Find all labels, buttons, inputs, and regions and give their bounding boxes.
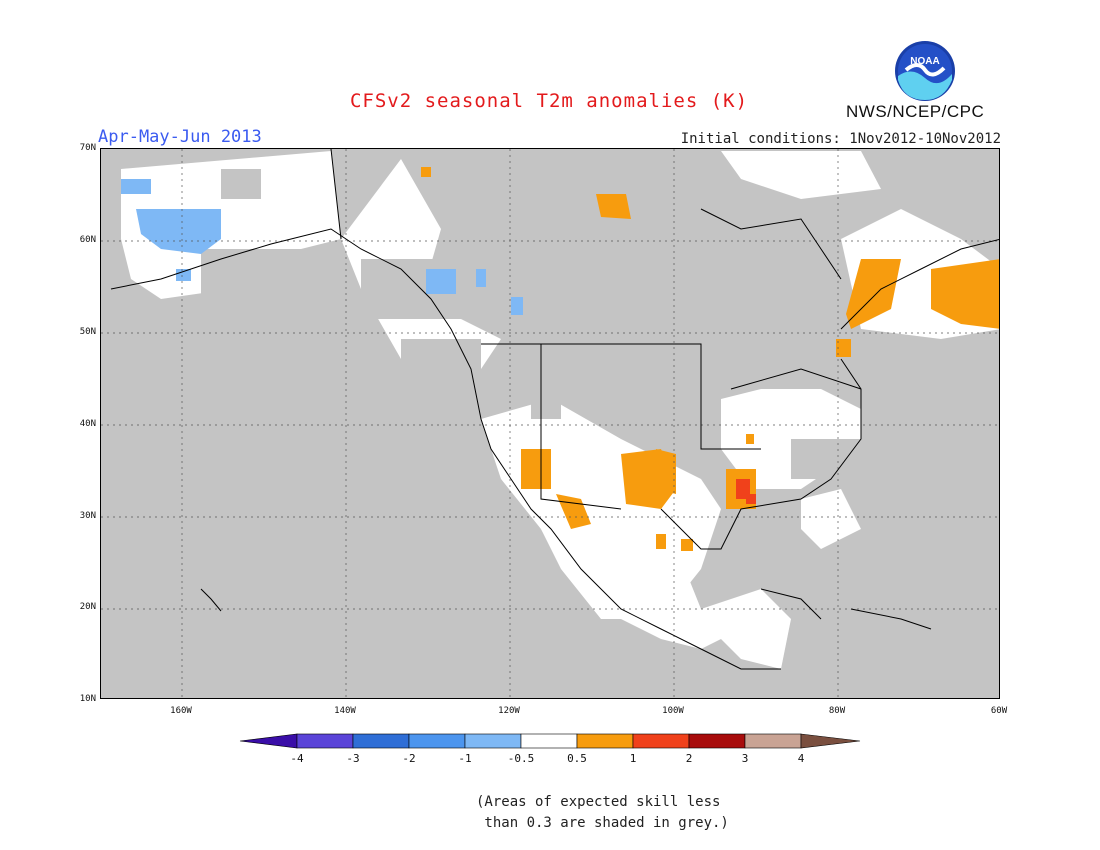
colorbar-box bbox=[296, 733, 354, 749]
colorbar-label: 2 bbox=[685, 752, 693, 765]
lat-label: 10N bbox=[79, 694, 96, 704]
colorbar-box bbox=[576, 733, 634, 749]
colorbar-box bbox=[408, 733, 466, 749]
initial-conditions-label: Initial conditions: 1Nov2012-10Nov2012 bbox=[680, 131, 1001, 147]
colorbar-box bbox=[352, 733, 410, 749]
colorbar-label: -3 bbox=[346, 752, 360, 765]
anomaly-map bbox=[101, 149, 999, 698]
colorbar-arrow-high bbox=[800, 733, 861, 749]
colorbar-label: 4 bbox=[797, 752, 805, 765]
forecast-period: Apr-May-Jun 2013 bbox=[98, 127, 262, 147]
warm-anomalies-low bbox=[421, 167, 999, 551]
lat-label: 60N bbox=[79, 235, 96, 245]
lat-label: 30N bbox=[79, 511, 96, 521]
colorbar-label: 3 bbox=[741, 752, 749, 765]
colorbar-label: -0.5 bbox=[507, 752, 535, 765]
lon-label: 160W bbox=[170, 706, 192, 716]
skill-footnote: (Areas of expected skill less than 0.3 a… bbox=[476, 792, 729, 834]
lat-label: 70N bbox=[79, 143, 96, 153]
lat-label: 50N bbox=[79, 327, 96, 337]
lat-label: 40N bbox=[79, 419, 96, 429]
lon-label: 60W bbox=[990, 706, 1008, 716]
colorbar-arrow-low bbox=[239, 733, 298, 749]
svg-text:NOAA: NOAA bbox=[910, 56, 939, 67]
colorbar-box bbox=[464, 733, 522, 749]
lat-label: 20N bbox=[79, 602, 96, 612]
footnote-line-2: than 0.3 are shaded in grey.) bbox=[476, 815, 729, 831]
noaa-logo: NOAA bbox=[895, 41, 955, 101]
warm-anomalies-mid bbox=[736, 479, 756, 504]
colorbar-box bbox=[520, 733, 578, 749]
agency-label: NWS/NCEP/CPC bbox=[846, 102, 985, 121]
coastlines bbox=[110, 149, 999, 670]
colorbar-label: -4 bbox=[290, 752, 304, 765]
cold-anomalies bbox=[121, 179, 523, 315]
colorbar-box bbox=[632, 733, 690, 749]
map-frame bbox=[100, 148, 1000, 699]
lon-label: 120W bbox=[498, 706, 520, 716]
lon-label: 140W bbox=[334, 706, 356, 716]
lon-label: 100W bbox=[662, 706, 684, 716]
colorbar-label: -2 bbox=[402, 752, 416, 765]
map-title: CFSv2 seasonal T2m anomalies (K) bbox=[349, 90, 749, 112]
footnote-line-1: (Areas of expected skill less bbox=[476, 794, 721, 810]
colorbar-box bbox=[688, 733, 746, 749]
colorbar-label: -1 bbox=[458, 752, 472, 765]
lon-label: 80W bbox=[828, 706, 846, 716]
colorbar-box bbox=[744, 733, 802, 749]
colorbar-label: 0.5 bbox=[567, 752, 587, 765]
colorbar-label: 1 bbox=[629, 752, 637, 765]
low-skill-grey bbox=[201, 169, 861, 479]
